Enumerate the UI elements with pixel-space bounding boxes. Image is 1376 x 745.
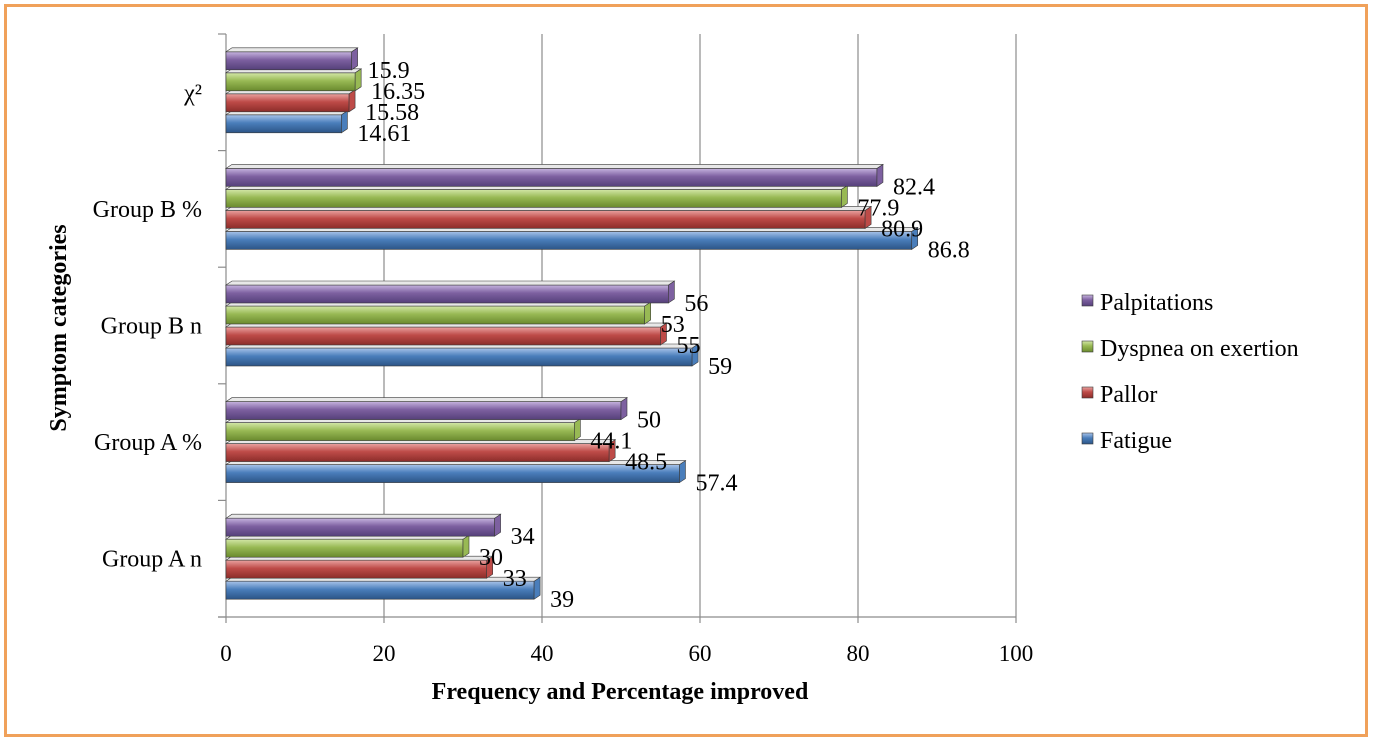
bar-top <box>225 47 359 53</box>
bar-top <box>225 164 884 169</box>
data-label: 55 <box>677 333 701 359</box>
data-label: 39 <box>550 587 574 613</box>
bar-fatigue <box>225 231 913 250</box>
legend-label: Fatigue <box>1100 428 1172 454</box>
bar-pallor <box>225 326 661 346</box>
data-label: 59 <box>708 354 732 380</box>
legend-swatch <box>1081 386 1094 399</box>
data-label: 15.58 <box>365 100 419 126</box>
bar-dyspnea-on-exertion <box>225 305 646 325</box>
bar-top <box>225 513 502 519</box>
bar-pallor <box>225 443 610 462</box>
data-label: 34 <box>511 524 535 550</box>
category-label: Group B n <box>101 314 202 340</box>
data-label: 50 <box>637 408 661 434</box>
x-axis-title: Frequency and Percentage improved <box>432 679 809 705</box>
bar-fatigue <box>225 114 342 134</box>
data-label: 48.5 <box>625 450 667 476</box>
x-tick-label: 80 <box>847 641 870 666</box>
bar-dyspnea-on-exertion <box>225 189 842 208</box>
category-label: Group A n <box>102 547 202 573</box>
data-label: 53 <box>661 312 685 338</box>
x-tick-label: 40 <box>531 641 554 666</box>
legend-label: Pallor <box>1100 382 1157 408</box>
axes: 0 20 40 60 80 100 Group A n Group A % Group B n G… <box>93 33 1034 666</box>
legend-swatch <box>1081 340 1094 353</box>
data-label: 57.4 <box>695 471 737 497</box>
bar-fatigue <box>225 464 680 483</box>
legend-swatch <box>1081 432 1094 445</box>
data-label: 56 <box>684 291 708 317</box>
bar-top <box>225 280 676 286</box>
category-label: Group B % <box>93 197 202 223</box>
data-label: 33 <box>503 566 527 592</box>
bar-dyspnea-on-exertion <box>225 72 356 92</box>
category-label: Group A % <box>94 430 202 456</box>
data-label: 16.35 <box>371 79 425 105</box>
bar-pallor <box>225 93 350 113</box>
bar-pallor <box>225 559 488 579</box>
data-label: 15.9 <box>368 58 410 84</box>
data-label: 82.4 <box>893 174 935 200</box>
bar-palpitations <box>225 517 495 537</box>
bar-palpitations <box>225 284 669 304</box>
y-axis-title: Symptom categories <box>46 224 72 431</box>
bar-palpitations <box>225 168 878 187</box>
bar-top <box>225 397 628 402</box>
legend-label: Palpitations <box>1100 290 1213 316</box>
data-label: 86.8 <box>928 237 970 263</box>
bar-palpitations <box>225 51 352 71</box>
category-label: χ² <box>183 80 202 106</box>
data-label: 80.9 <box>881 216 923 242</box>
x-tick-label: 100 <box>999 641 1034 666</box>
x-tick-label: 0 <box>220 641 232 666</box>
bar-dyspnea-on-exertion <box>225 422 575 441</box>
data-label: 77.9 <box>857 195 899 221</box>
bar-fatigue <box>225 347 693 367</box>
bar-dyspnea-on-exertion <box>225 538 464 558</box>
legend-label: Dyspnea on exertion <box>1100 336 1299 362</box>
bar-palpitations <box>225 401 622 420</box>
bars <box>225 47 919 600</box>
data-label: 14.61 <box>357 121 411 147</box>
legend-swatch <box>1081 294 1094 307</box>
x-tick-label: 60 <box>689 641 712 666</box>
x-tick-label: 20 <box>373 641 396 666</box>
bar-fatigue <box>225 580 535 600</box>
data-label: 44.1 <box>590 429 632 455</box>
data-label: 30 <box>479 545 503 571</box>
bar-pallor <box>225 210 866 229</box>
legend: Palpitations Dyspnea on exertion Pallor Fat… <box>1081 290 1299 454</box>
